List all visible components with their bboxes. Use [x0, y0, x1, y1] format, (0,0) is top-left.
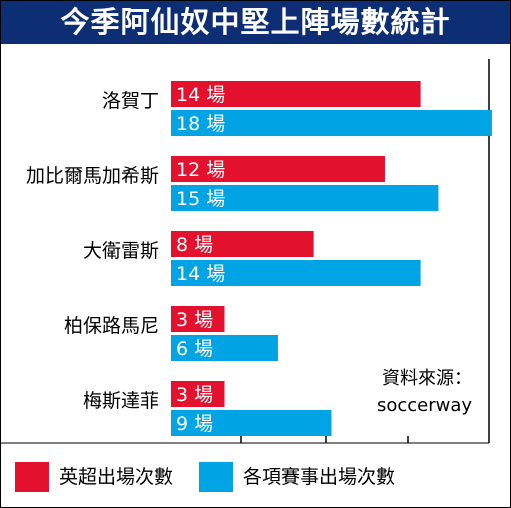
bar-all [171, 260, 421, 286]
source-label: 資料來源： [382, 368, 472, 389]
bar-all [171, 410, 332, 436]
legend-label-league: 英超出場次數 [59, 466, 174, 488]
category-label: 柏保路馬尼 [64, 315, 159, 337]
bar-value-label: 14 場 [176, 263, 225, 285]
bar-league [171, 381, 225, 407]
bar-league [171, 306, 225, 332]
legend-swatch-league [15, 462, 49, 492]
bar-value-label: 18 場 [176, 113, 225, 135]
bar-value-label: 6 場 [176, 338, 213, 360]
source-value: soccerway [377, 395, 472, 416]
bar-value-label: 14 場 [176, 84, 225, 106]
bar-all [171, 185, 439, 211]
bar-value-label: 15 場 [176, 188, 225, 210]
bar-value-label: 3 場 [176, 384, 213, 406]
bar-league [171, 156, 385, 182]
chart-plot: 14 場 18 場 12 場 15 場 8 場 14 場 3 場 6 場 3 場 9 場 洛賀丁加… [1, 59, 492, 444]
bar-all [171, 335, 278, 361]
bar-league [171, 231, 314, 257]
bar-value-label: 9 場 [176, 413, 213, 435]
category-label: 大衛雷斯 [83, 240, 159, 262]
legend: 英超出場次數 各項賽事出場次數 [1, 461, 510, 493]
chart-title: 今季阿仙奴中堅上陣場數統計 [1, 1, 510, 44]
bars: 14 場 18 場 12 場 15 場 8 場 14 場 3 場 6 場 3 場 9 場 [171, 81, 492, 436]
category-label: 梅斯達菲 [83, 390, 159, 412]
legend-label-all: 各項賽事出場次數 [243, 466, 396, 488]
bar-league [171, 81, 421, 107]
bar-value-label: 12 場 [176, 159, 225, 181]
bar-value-label: 8 場 [176, 234, 213, 256]
category-label: 洛賀丁 [102, 90, 159, 112]
legend-swatch-all [199, 462, 233, 492]
bar-value-label: 3 場 [176, 309, 213, 331]
category-label: 加比爾馬加希斯 [26, 165, 159, 187]
bar-all [171, 110, 492, 136]
